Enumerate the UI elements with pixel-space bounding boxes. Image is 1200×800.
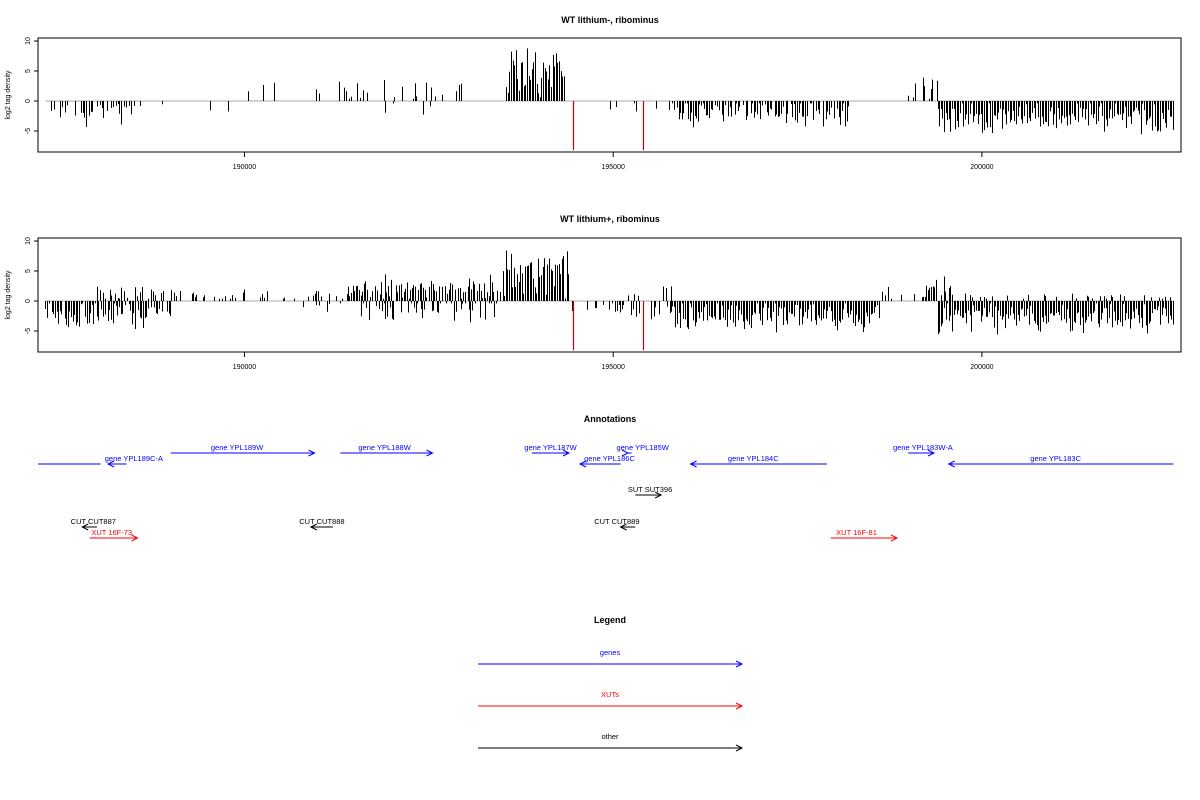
- feature-arrowhead: [927, 449, 936, 457]
- feature-label: CUT CUT888: [299, 517, 344, 526]
- track-panel-lithium-plus: WT lithium+, ribominus log2 tag density …: [5, 214, 1182, 371]
- feature-label: CUT CUT889: [594, 517, 639, 526]
- feature-label: gene YPL184C: [728, 454, 779, 463]
- x-tick-label: 190000: [233, 364, 256, 371]
- x-tick-label: 195000: [602, 164, 625, 171]
- annotations-title: Annotations: [584, 414, 637, 424]
- panel-title: WT lithium-, ribominus: [561, 15, 659, 25]
- feature-arrowhead: [578, 460, 587, 468]
- y-tick-label: 0: [25, 99, 32, 103]
- y-tick-label: 0: [25, 299, 32, 303]
- legend: Legend genes XUTs other: [478, 615, 744, 752]
- feature-arrowhead: [947, 460, 955, 468]
- feature-label: gene YPL183C: [1030, 454, 1081, 463]
- feature-arrowhead: [562, 449, 571, 457]
- legend-item-arrowhead: [735, 660, 744, 668]
- feature-label: SUT SUT396: [628, 485, 672, 494]
- bar-series: [45, 48, 1174, 151]
- feature-label: XUT 16F-73: [91, 528, 132, 537]
- legend-items: genes XUTs other: [478, 648, 744, 752]
- y-axis: -5 0 5 10: [25, 37, 38, 134]
- panel-title: WT lithium+, ribominus: [560, 214, 660, 224]
- feature-arrowhead: [689, 460, 697, 468]
- plot-frame: [37, 237, 1182, 353]
- x-tick-label: 200000: [970, 364, 993, 371]
- track-panel-lithium-minus: WT lithium-, ribominus log2 tag density …: [5, 15, 1182, 171]
- feature-arrowhead: [309, 523, 318, 531]
- feature-label: gene YPL187W: [524, 443, 577, 452]
- y-tick-label: 10: [25, 37, 32, 45]
- feature-arrowhead: [654, 491, 663, 499]
- legend-item-label: other: [601, 732, 619, 741]
- x-tick-label: 200000: [970, 164, 993, 171]
- feature-arrowhead: [621, 449, 630, 457]
- legend-title: Legend: [594, 615, 626, 625]
- feature-arrowhead: [308, 449, 316, 457]
- feature-arrowhead: [81, 523, 89, 531]
- feature-arrowhead: [619, 523, 627, 531]
- feature-label: gene YPL188W: [358, 443, 411, 452]
- legend-item-label: genes: [600, 648, 621, 657]
- bar-series: [45, 250, 1174, 351]
- feature-arrowhead: [426, 449, 434, 457]
- y-tick-label: 10: [25, 237, 32, 245]
- feature-label: XUT 16F-81: [836, 528, 877, 537]
- plot-frame: [37, 37, 1182, 153]
- legend-item-arrowhead: [735, 744, 744, 752]
- feature-label: gene YPL183W-A: [893, 443, 953, 452]
- feature-label: gene YPL186C: [584, 454, 635, 463]
- feature-label: gene YPL185W: [616, 443, 669, 452]
- y-tick-label: -5: [25, 128, 32, 134]
- y-axis: -5 0 5 10: [25, 237, 38, 334]
- y-axis-label: log2 tag density: [5, 70, 12, 120]
- x-tick-label: 190000: [233, 164, 256, 171]
- x-axis: 190000 195000 200000: [233, 352, 994, 371]
- legend-item-arrowhead: [735, 702, 744, 710]
- legend-item-label: XUTs: [601, 690, 619, 699]
- y-tick-label: 5: [25, 69, 32, 73]
- y-tick-label: 5: [25, 269, 32, 273]
- feature-label: gene YPL189C-A: [105, 454, 163, 463]
- y-tick-label: -5: [25, 328, 32, 334]
- feature-label: CUT CUT887: [71, 517, 116, 526]
- feature-list: gene YPL189C-A gene YPL189W gene YPL188W ge…: [38, 443, 1174, 542]
- y-axis-label: log2 tag density: [5, 270, 12, 320]
- x-axis: 190000 195000 200000: [233, 152, 994, 171]
- feature-arrowhead: [131, 534, 139, 542]
- feature-arrowhead: [106, 460, 115, 468]
- x-tick-label: 195000: [602, 364, 625, 371]
- feature-label: gene YPL189W: [211, 443, 264, 452]
- feature-arrowhead: [890, 534, 899, 542]
